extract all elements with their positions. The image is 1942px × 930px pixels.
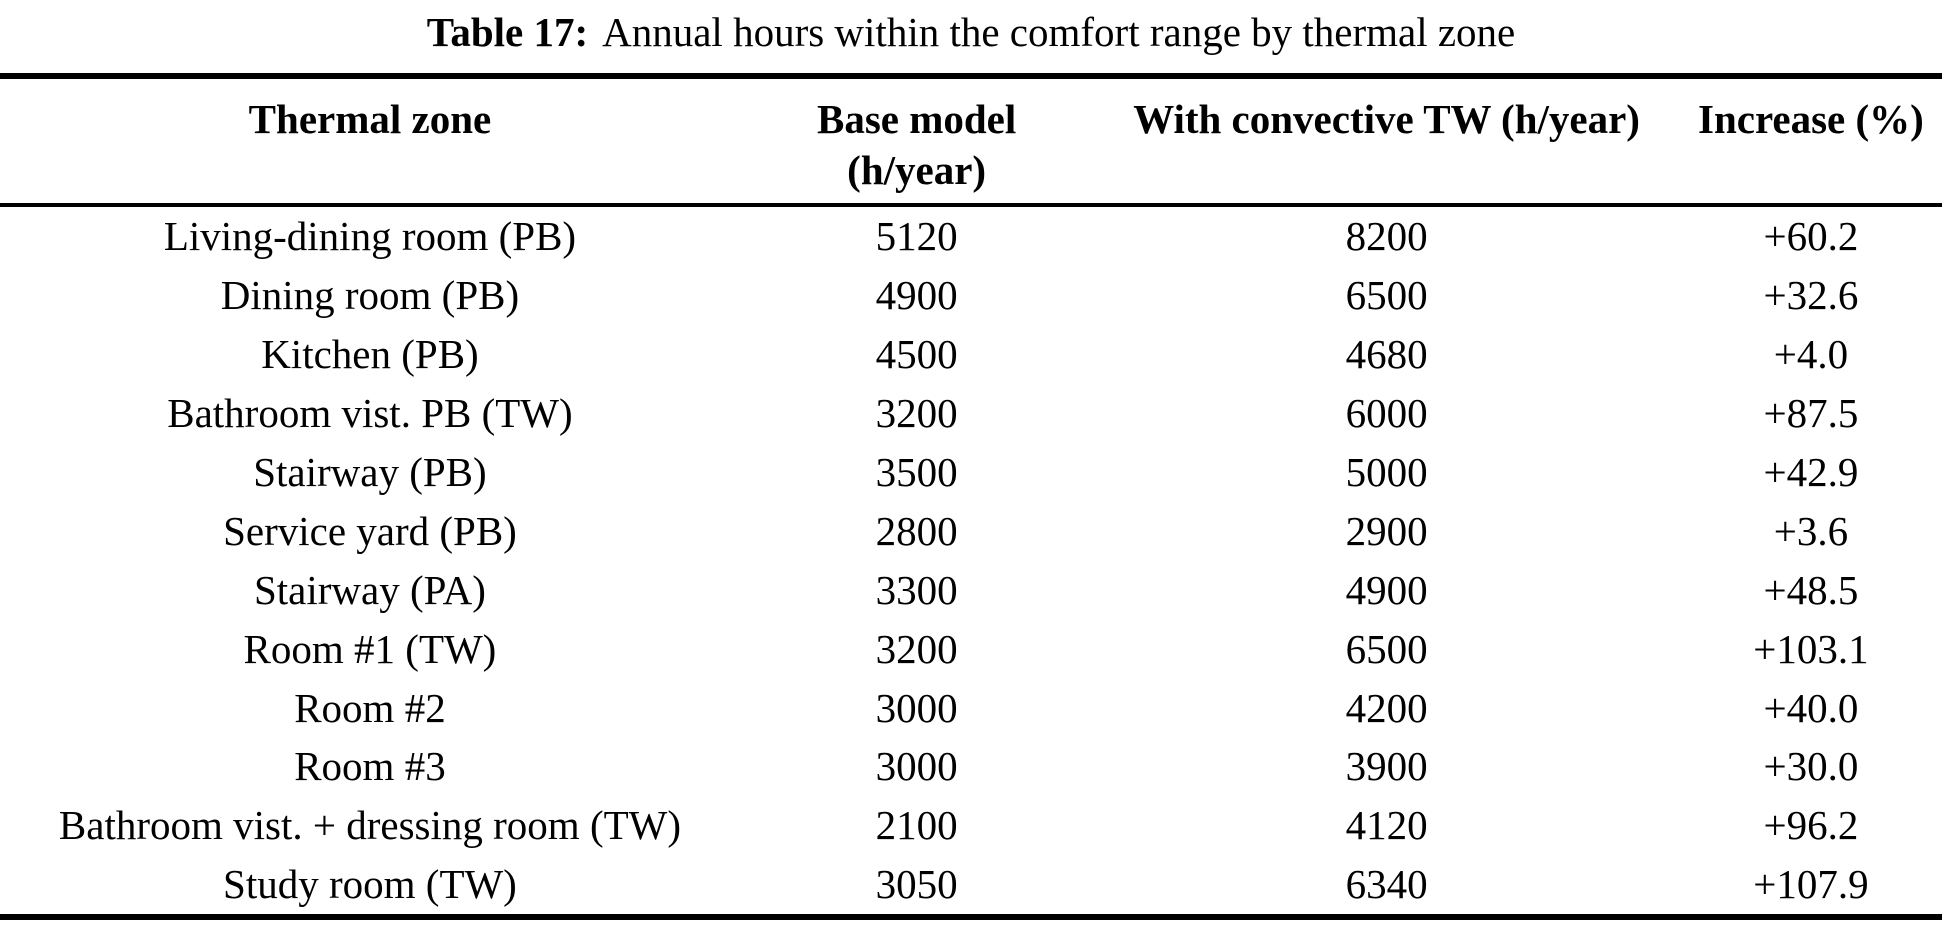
cell-increase: +40.0 <box>1763 684 1859 731</box>
cell-base-model: 3200 <box>875 390 958 437</box>
col-header-base-model: Base model (h/year) <box>740 76 1093 205</box>
col-header-base-model-line2: (h/year) <box>847 147 987 193</box>
cell-base-model: 5120 <box>875 213 958 260</box>
table-caption-label: Table 17: <box>426 9 589 55</box>
cell-zone: Room #2 <box>294 684 446 731</box>
cell-convective-tw: 4900 <box>1345 566 1428 613</box>
thermal-zone-table: Thermal zone Base model (h/year) With co… <box>0 73 1942 920</box>
cell-increase: +96.2 <box>1763 802 1859 849</box>
cell-zone: Bathroom vist. PB (TW) <box>167 390 573 437</box>
cell-base-model: 3500 <box>875 449 958 495</box>
table-caption: Table 17: Annual hours within the comfort… <box>0 8 1942 56</box>
cell-zone: Room #3 <box>294 743 446 790</box>
cell-increase: +48.5 <box>1763 566 1859 613</box>
cell-base-model: 3050 <box>875 861 958 908</box>
cell-zone: Living-dining room (PB) <box>163 213 577 260</box>
col-header-base-model-line1: Base model <box>816 96 1017 142</box>
cell-zone: Bathroom vist. + dressing room (TW) <box>58 802 681 849</box>
paper-table-figure: Table 17: Annual hours within the comfort… <box>0 8 1942 920</box>
table-row: Bathroom vist. PB (TW) 3200 6000 +87.5 <box>0 384 1942 443</box>
cell-base-model: 3200 <box>875 625 958 672</box>
table-row: Kitchen (PB) 4500 4680 +4.0 <box>0 325 1942 384</box>
cell-increase: +30.0 <box>1763 743 1859 790</box>
cell-convective-tw: 2900 <box>1345 507 1428 554</box>
cell-convective-tw: 6500 <box>1345 625 1428 672</box>
cell-base-model: 2800 <box>875 507 958 554</box>
cell-base-model: 4500 <box>875 331 958 378</box>
cell-increase: +4.0 <box>1773 331 1849 378</box>
table-row: Room #1 (TW) 3200 6500 +103.1 <box>0 619 1942 678</box>
cell-convective-tw: 6340 <box>1345 861 1428 908</box>
cell-base-model: 3000 <box>875 684 958 731</box>
table-row: Stairway (PB) 3500 5000 +42.9 <box>0 443 1942 502</box>
cell-convective-tw: 4120 <box>1345 802 1428 849</box>
cell-zone: Dining room (PB) <box>220 272 520 319</box>
cell-increase: +32.6 <box>1763 272 1859 319</box>
cell-increase: +60.2 <box>1763 213 1859 260</box>
table-row: Bathroom vist. + dressing room (TW) 2100… <box>0 796 1942 855</box>
cell-zone: Room #1 (TW) <box>243 625 497 672</box>
col-header-convective-tw: With convective TW (h/year) <box>1093 76 1679 205</box>
cell-increase: +3.6 <box>1773 507 1849 554</box>
table-caption-text: Annual hours within the comfort range by… <box>602 9 1516 55</box>
cell-base-model: 3000 <box>875 743 958 790</box>
col-header-thermal-zone: Thermal zone <box>0 76 740 205</box>
table-row: Study room (TW) 3050 6340 +107.9 <box>0 855 1942 917</box>
table-row: Dining room (PB) 4900 6500 +32.6 <box>0 266 1942 325</box>
cell-zone: Kitchen (PB) <box>261 331 479 378</box>
col-header-thermal-zone-label: Thermal zone <box>248 96 492 142</box>
cell-zone: Stairway (PA) <box>253 566 486 613</box>
cell-base-model: 4900 <box>875 272 958 319</box>
cell-base-model: 2100 <box>875 802 958 849</box>
cell-increase: +107.9 <box>1753 861 1869 908</box>
cell-convective-tw: 5000 <box>1345 449 1428 495</box>
table-row: Living-dining room (PB) 5120 8200 +60.2 <box>0 205 1942 266</box>
col-header-increase: Increase (%) <box>1680 76 1942 205</box>
col-header-increase-label: Increase (%) <box>1697 96 1924 142</box>
table-row: Room #2 3000 4200 +40.0 <box>0 678 1942 737</box>
cell-zone: Stairway (PB) <box>253 449 487 495</box>
col-header-convective-tw-label: With convective TW (h/year) <box>1133 96 1640 142</box>
cell-convective-tw: 4680 <box>1345 331 1428 378</box>
cell-increase: +87.5 <box>1763 390 1859 437</box>
cell-convective-tw: 3900 <box>1345 743 1428 790</box>
cell-convective-tw: 8200 <box>1345 213 1428 260</box>
cell-zone: Service yard (PB) <box>223 507 517 554</box>
cell-convective-tw: 4200 <box>1345 684 1428 731</box>
cell-convective-tw: 6500 <box>1345 272 1428 319</box>
cell-increase: +42.9 <box>1763 449 1859 495</box>
cell-convective-tw: 6000 <box>1345 390 1428 437</box>
cell-increase: +103.1 <box>1753 625 1869 672</box>
table-row: Room #3 3000 3900 +30.0 <box>0 737 1942 796</box>
table-header-row: Thermal zone Base model (h/year) With co… <box>0 76 1942 205</box>
table-row: Service yard (PB) 2800 2900 +3.6 <box>0 501 1942 560</box>
table-row: Stairway (PA) 3300 4900 +48.5 <box>0 560 1942 619</box>
cell-zone: Study room (TW) <box>223 861 517 908</box>
cell-base-model: 3300 <box>875 566 958 613</box>
